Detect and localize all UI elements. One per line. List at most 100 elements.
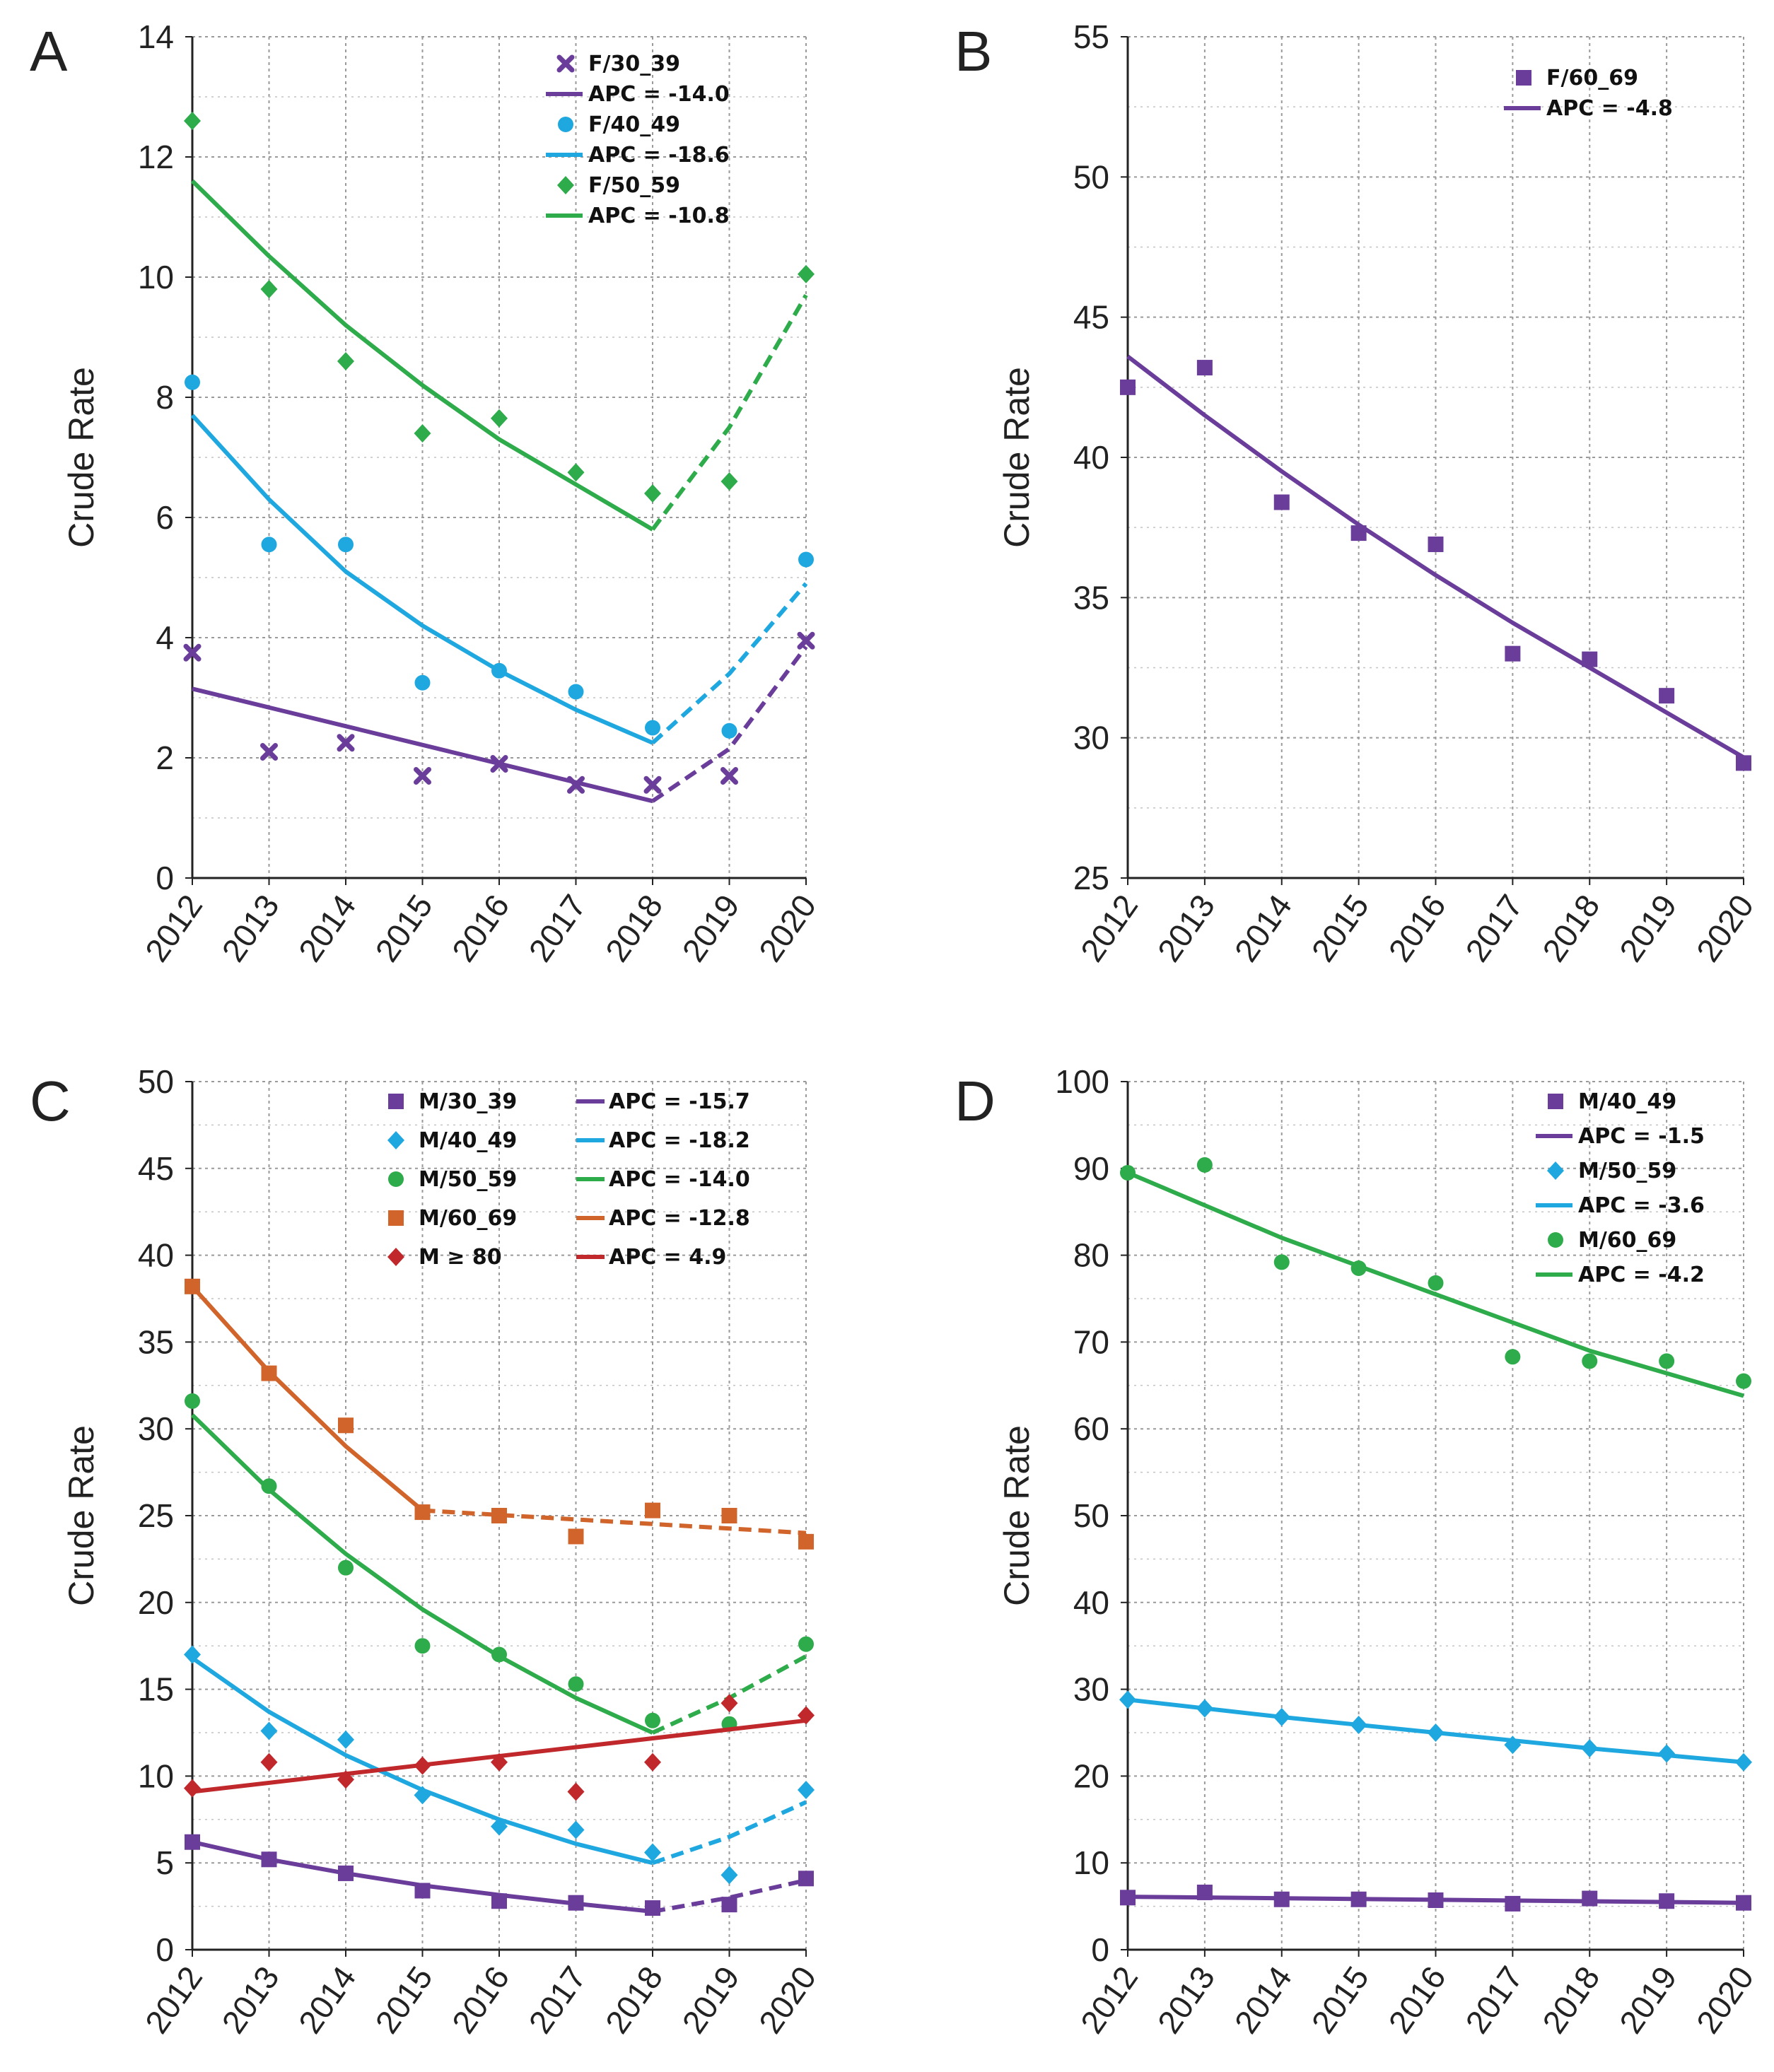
data-point [337,1770,354,1789]
legend-marker [556,54,575,73]
data-point [491,1893,507,1909]
legend-apc: APC = -4.2 [1578,1263,1705,1287]
legend-apc: APC = -15.7 [609,1089,750,1114]
data-point [721,722,737,739]
y-tick-label: 50 [1073,158,1109,195]
data-point [1428,536,1444,552]
data-point [1273,1254,1290,1270]
series-M/30_39 [185,1834,814,1916]
legend-label: M/40_49 [419,1128,517,1153]
data-point [567,1782,585,1801]
data-point [337,352,354,370]
data-point [1736,1373,1751,1389]
data-point [1273,1891,1290,1907]
data-point [1350,1260,1367,1277]
data-point [1120,1890,1136,1906]
data-point [645,1712,660,1728]
data-point [185,1278,200,1294]
x-tick-label: 2017 [521,888,593,968]
data-point [414,1638,431,1654]
data-point [414,1756,431,1775]
series-M/50_59 [1119,1690,1752,1772]
x-tick-label: 2016 [1381,888,1452,968]
fit-line-dashed [650,293,808,531]
legend-marker [387,1131,404,1149]
x-tick-label: 2020 [752,888,823,968]
y-tick-label: 10 [138,259,174,295]
y-tick-label: 50 [138,1063,174,1100]
y-tick-label: 40 [1073,439,1109,476]
panel-label: A [30,20,68,83]
data-point [1196,1157,1213,1173]
data-point [338,537,354,553]
data-point [567,463,585,482]
y-tick-label: 0 [156,860,174,896]
y-tick-label: 80 [1073,1237,1109,1274]
y-tick-label: 6 [156,499,174,536]
data-point [798,1533,814,1550]
fit-line-dashed [650,582,808,745]
legend-marker [1548,1232,1563,1248]
series-F/40_49 [185,374,814,745]
legend-label: M ≥ 80 [419,1245,502,1270]
x-tick-label: 2019 [675,1960,746,2040]
x-tick-label: 2013 [214,888,286,968]
data-point [1196,1884,1213,1900]
panel-A: A 0 2 4 6 8 10 12 14 2012 2013 2014 2015 2016 2017 2018… [30,18,823,968]
legend-apc: APC = -1.5 [1578,1124,1705,1149]
legend-label: F/60_69 [1546,66,1638,90]
legend: F/30_39 APC = -14.0 F/40_49 APC = -18.6 F/50… [546,52,730,228]
legend-apc: APC = -14.0 [609,1167,750,1192]
data-point [1504,1736,1522,1755]
data-point [261,537,277,553]
legend-label: M/50_59 [419,1167,517,1192]
data-point [568,1895,584,1911]
data-point [185,374,200,390]
legend: M/30_39 APC = -15.7 M/40_49 APC = -18.2 M/50… [387,1089,750,1270]
data-point [721,1897,737,1913]
y-tick-label: 30 [1073,720,1109,756]
x-tick-label: 2012 [1073,1960,1145,2040]
legend-label: F/50_59 [588,173,680,198]
x-tick-label: 2016 [1381,1960,1452,2040]
x-tick-label: 2014 [1227,888,1299,968]
x-tick-label: 2014 [291,888,363,968]
data-point [1736,755,1751,771]
x-tick-label: 2018 [1535,1960,1606,2040]
legend-label: M/60_69 [1578,1228,1676,1253]
data-point [567,775,585,794]
y-tick-label: 100 [1055,1063,1109,1100]
data-point [184,1779,201,1798]
x-tick-label: 2012 [1073,888,1145,968]
data-point [1119,1690,1136,1709]
data-point [798,1636,814,1652]
legend-label: F/30_39 [588,52,680,76]
y-tick-label: 15 [138,1671,174,1708]
series-M/60_69 [1120,1157,1751,1398]
series-M/60_69 [185,1278,814,1550]
data-point [491,1508,507,1523]
data-point [1196,360,1213,376]
data-point [1659,1353,1675,1369]
data-point [1659,688,1675,704]
series-F/60_69 [1120,354,1751,771]
data-point [1505,1895,1521,1912]
data-point [1581,1739,1599,1758]
y-tick-label: 8 [156,379,174,416]
legend-apc: APC = -18.6 [588,143,730,168]
panel-label: B [955,20,992,83]
x-tick-label: 2014 [291,1960,363,2040]
data-point [645,720,660,736]
data-point [798,551,814,568]
x-tick-label: 2013 [214,1960,286,2040]
y-axis-title: Crude Rate [997,1425,1037,1606]
x-tick-label: 2020 [1689,1960,1761,2040]
y-tick-label: 10 [138,1757,174,1794]
data-point [1120,1164,1136,1181]
fit-line [1126,354,1745,759]
data-point [260,743,278,761]
fit-line-dashed [652,1800,807,1866]
x-tick-label: 2015 [368,1960,439,2040]
data-point [338,1865,354,1881]
